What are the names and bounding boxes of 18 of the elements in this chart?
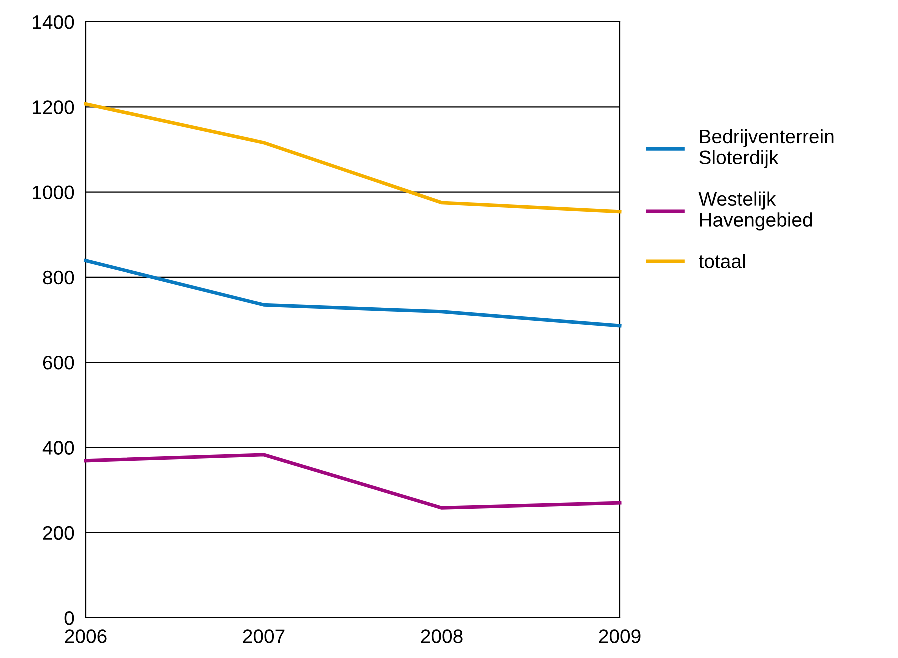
line-series: [84, 102, 622, 214]
x-tick-label: 2008: [421, 630, 463, 644]
legend-label: totaal: [699, 254, 745, 268]
x-tick-label: 2009: [599, 630, 641, 644]
line-series: [84, 453, 622, 510]
x-tick-label: 2007: [243, 630, 285, 644]
y-tick-label: 600: [43, 356, 74, 370]
x-tick-label: 2006: [65, 630, 107, 644]
y-tick-label: 1200: [33, 100, 74, 114]
y-tick-label: 1000: [33, 186, 74, 200]
y-tick-label: 400: [42, 441, 74, 455]
y-tick-label: 800: [43, 270, 74, 285]
legend-label: Bedrijventerrein Sloterdijk: [700, 129, 834, 168]
legend-label: Westelijk Havengebied: [698, 192, 812, 231]
y-tick-label: 1400: [33, 15, 74, 30]
y-tick-label: 0: [64, 611, 74, 626]
line-series: [84, 259, 622, 328]
y-tick-label: 200: [43, 526, 74, 540]
